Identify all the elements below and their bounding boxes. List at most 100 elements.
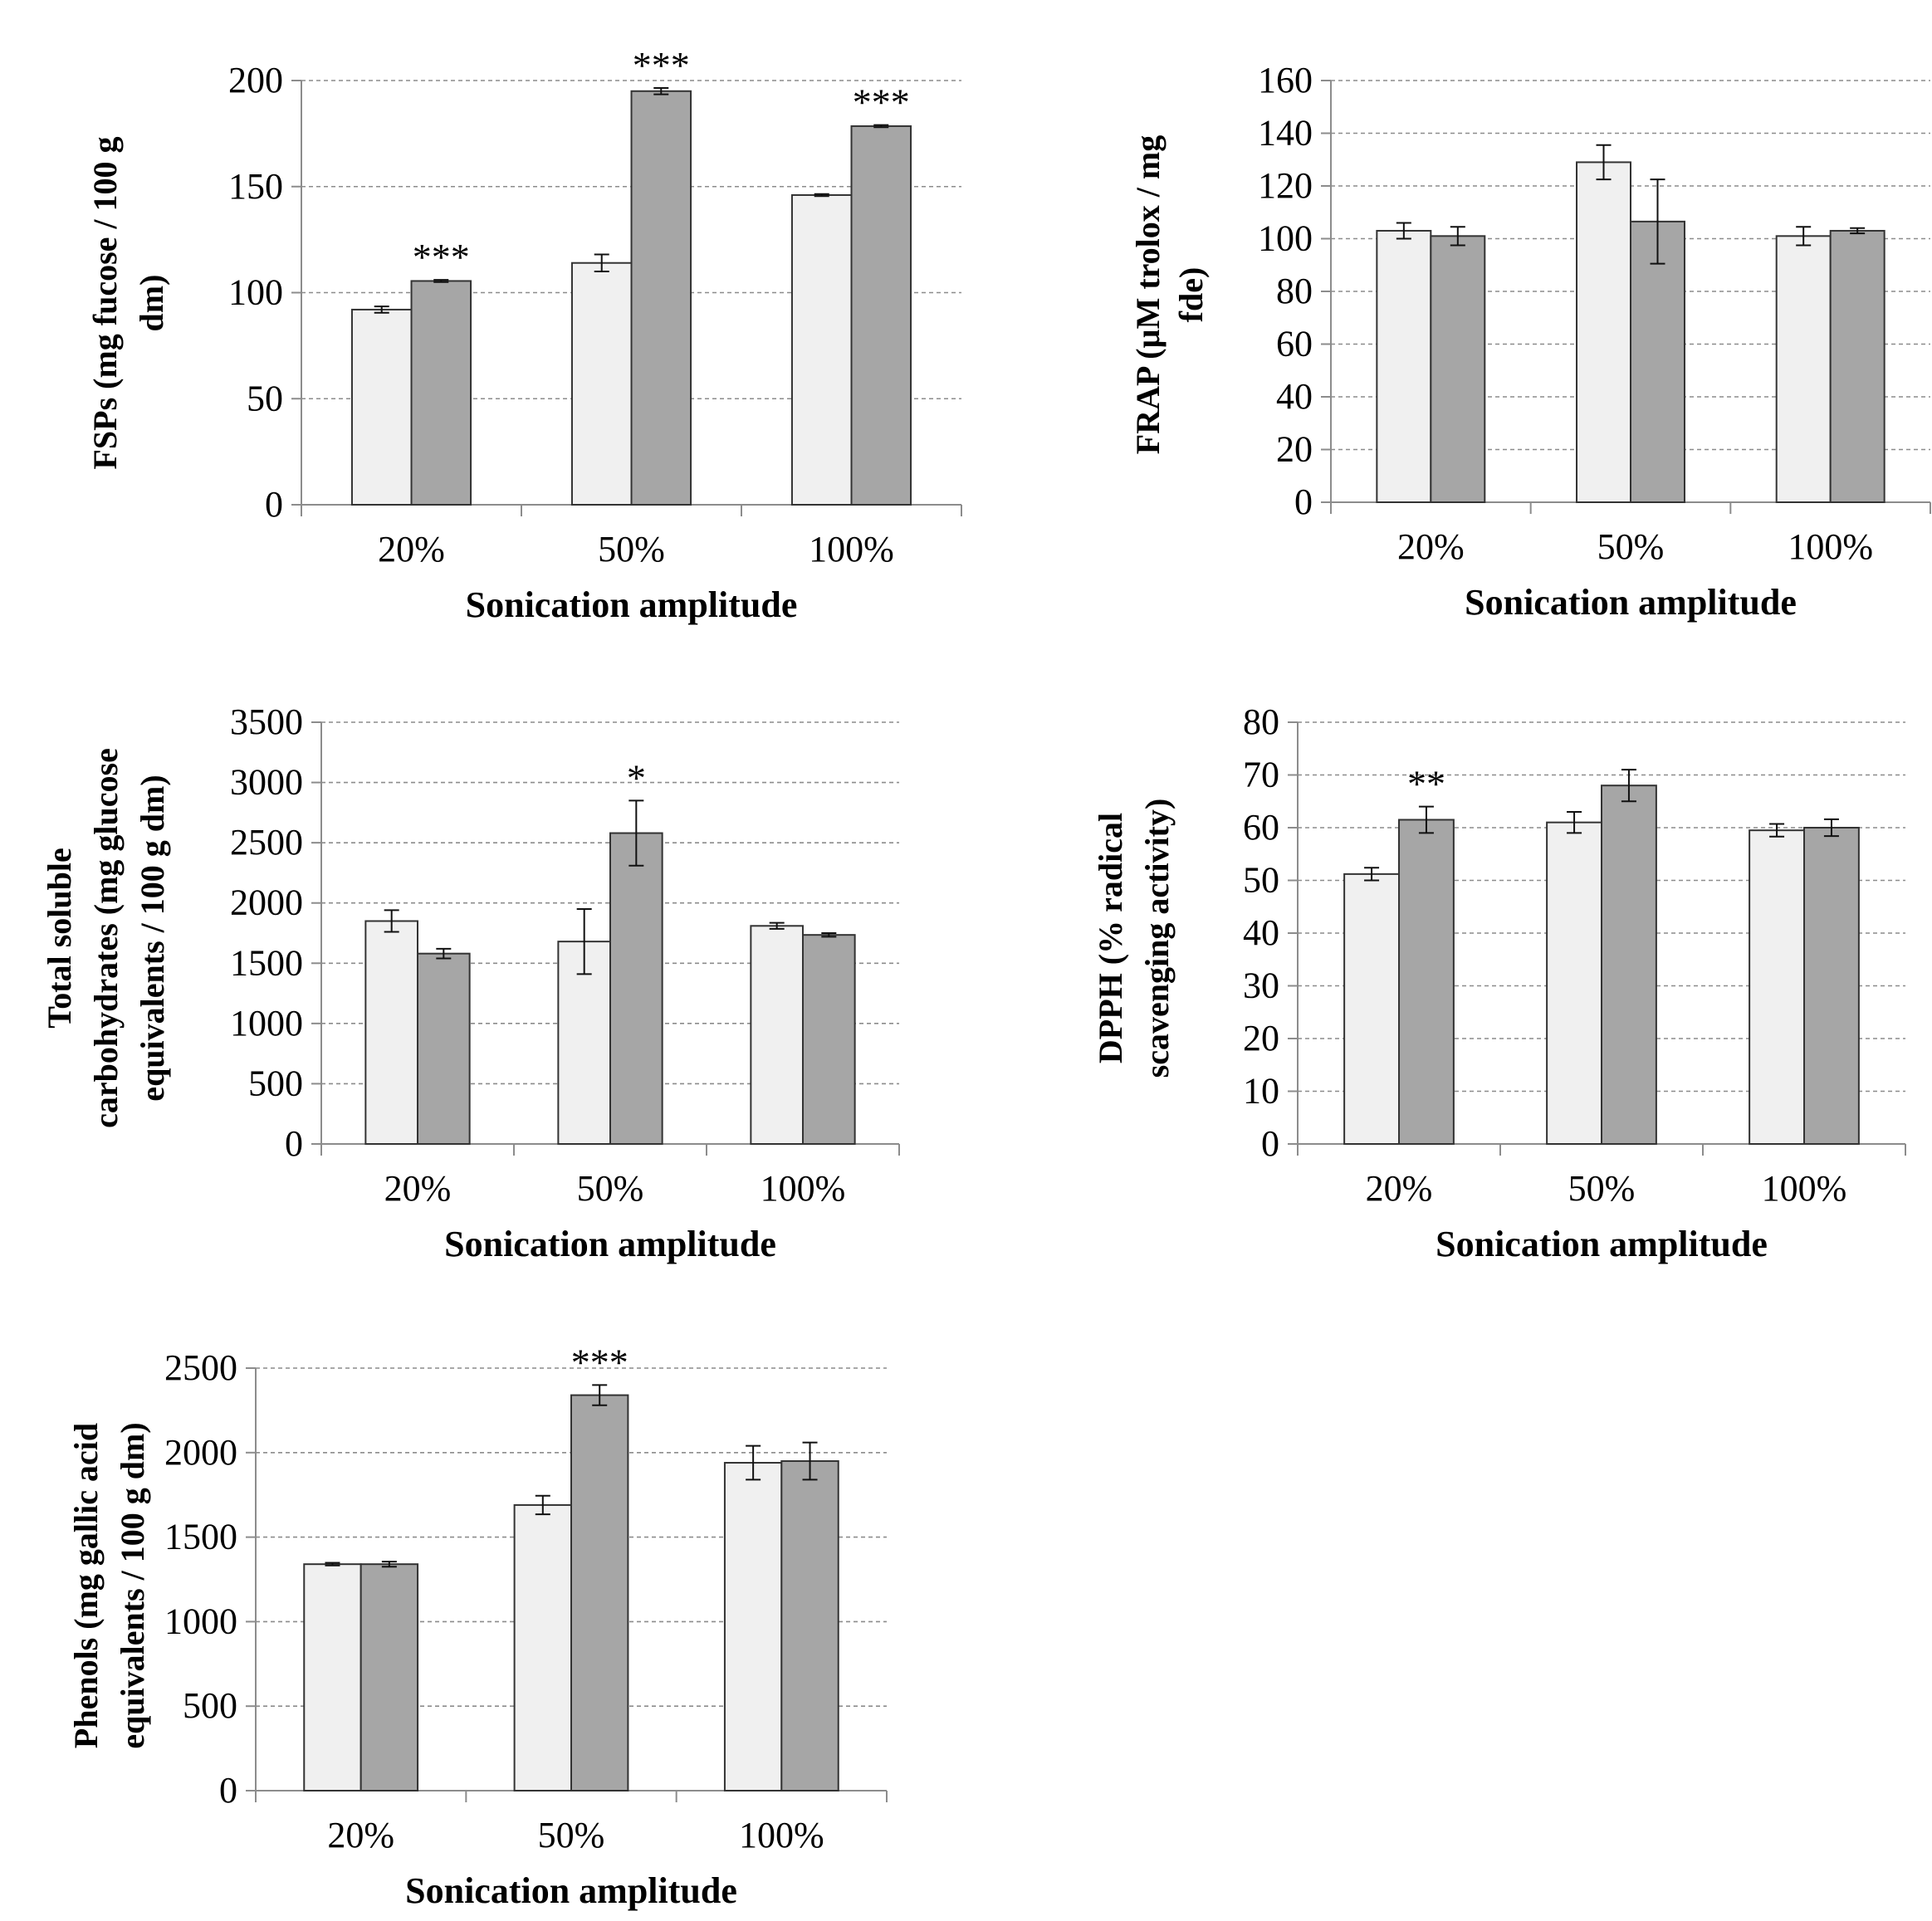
- bar-fsps-50pct-series-1: [570, 262, 633, 506]
- bar-total-soluble-carbohydrates-100pct-series-2: [802, 934, 856, 1146]
- significance-mark: ***: [413, 236, 470, 278]
- y-tick-label: 0: [285, 1123, 303, 1164]
- y-tick-label: 500: [183, 1685, 237, 1726]
- bar-fsps-100pct-series-2: [850, 125, 912, 506]
- y-tick-label: 0: [1261, 1123, 1279, 1164]
- y-axis-title-line: FSPs (mg fucose / 100 g: [86, 136, 124, 469]
- bar-total-soluble-carbohydrates-20pct-series-1: [364, 920, 418, 1145]
- y-axis-title-line: carbohydrates (mg glucose: [87, 748, 125, 1128]
- y-axis-title-line: Total soluble: [41, 848, 78, 1028]
- chart-panel-fsps: 0 50 100 150 200 20% *** 50% *** 100% *** Sonicatio…: [0, 0, 966, 643]
- y-tick-label: 500: [248, 1063, 303, 1103]
- x-axis-title: Sonication amplitude: [466, 584, 798, 625]
- significance-mark: ***: [853, 81, 910, 124]
- y-tick-label: 60: [1276, 324, 1313, 364]
- y-tick-label: 80: [1276, 271, 1313, 311]
- x-category-label: 50%: [598, 529, 665, 569]
- y-tick-label: 200: [228, 60, 283, 100]
- bar-phenols-20pct-series-1: [303, 1563, 362, 1791]
- x-category-label: 20%: [384, 1168, 452, 1209]
- y-tick-label: 100: [1258, 218, 1313, 259]
- bar-phenols-50pct-series-1: [513, 1503, 572, 1791]
- dpph-chart: 0 10 20 30 40 50 60 70 80 20% ** 50% 100% Sonication …: [1092, 701, 1906, 1264]
- x-category-label: 50%: [577, 1168, 644, 1209]
- bar-frap-20pct-series-1: [1376, 229, 1432, 503]
- x-category-label: 20%: [1366, 1168, 1433, 1209]
- x-category-label: 100%: [1788, 526, 1873, 567]
- x-category-label: 20%: [1397, 526, 1465, 567]
- frap-chart: 0 20 40 60 80 100 120 140 160 20% 50% 100% Sonicatio…: [1129, 60, 1931, 623]
- y-tick-label: 1000: [164, 1601, 237, 1641]
- y-tick-label: 150: [228, 166, 283, 207]
- chart-panel-dpph: 0 10 20 30 40 50 60 70 80 20% ** 50% 100% Sonication …: [966, 639, 1932, 1283]
- y-tick-label: 1500: [164, 1517, 237, 1557]
- bar-frap-50pct-series-1: [1576, 161, 1632, 504]
- y-axis-title-line: dm): [133, 275, 170, 332]
- y-tick-label: 20: [1243, 1018, 1279, 1058]
- bar-fsps-100pct-series-1: [790, 193, 853, 506]
- bar-total-soluble-carbohydrates-50pct-series-1: [557, 941, 611, 1145]
- y-tick-label: 140: [1258, 113, 1313, 154]
- bar-dpph-20pct-series-2: [1398, 819, 1455, 1145]
- y-tick-label: 60: [1243, 807, 1279, 848]
- y-tick-label: 70: [1243, 755, 1279, 795]
- bar-dpph-50pct-series-1: [1546, 821, 1602, 1145]
- bar-fsps-20pct-series-1: [350, 308, 413, 506]
- x-category-label: 20%: [327, 1815, 394, 1855]
- bar-dpph-50pct-series-2: [1601, 785, 1657, 1145]
- y-axis-title-line: equivalents / 100 g dm): [134, 775, 171, 1101]
- y-tick-label: 1000: [230, 1003, 303, 1044]
- bar-fsps-20pct-series-2: [410, 280, 472, 506]
- y-tick-label: 10: [1243, 1071, 1279, 1112]
- bar-total-soluble-carbohydrates-50pct-series-2: [609, 832, 663, 1145]
- bar-dpph-100pct-series-2: [1803, 827, 1860, 1145]
- bar-frap-20pct-series-2: [1430, 235, 1486, 503]
- bar-total-soluble-carbohydrates-20pct-series-2: [417, 952, 471, 1145]
- x-category-label: 100%: [739, 1815, 824, 1855]
- y-axis-title-line: Phenols (mg gallic acid: [67, 1423, 105, 1748]
- y-tick-label: 80: [1243, 701, 1279, 742]
- x-axis-title: Sonication amplitude: [1436, 1224, 1768, 1264]
- y-axis-title-line: DPPH (% radical: [1092, 813, 1129, 1063]
- significance-mark: **: [1407, 763, 1445, 805]
- y-tick-label: 50: [247, 378, 283, 418]
- bar-fsps-50pct-series-2: [630, 90, 692, 506]
- fsps-chart: 0 50 100 150 200 20% *** 50% *** 100% *** Sonicatio…: [86, 44, 962, 625]
- bar-frap-100pct-series-2: [1829, 229, 1886, 503]
- total-soluble-carbohydrates-chart: 0 500 1000 1500 2000 2500 3000 3500 20% 50% * 100% S…: [41, 701, 900, 1264]
- y-tick-label: 120: [1258, 165, 1313, 206]
- x-category-label: 100%: [761, 1168, 846, 1209]
- x-category-label: 20%: [378, 529, 445, 569]
- x-category-label: 100%: [809, 529, 894, 569]
- bar-dpph-20pct-series-1: [1343, 873, 1400, 1145]
- significance-mark: ***: [571, 1341, 629, 1383]
- significance-mark: ***: [633, 44, 690, 86]
- x-axis-title: Sonication amplitude: [1465, 582, 1797, 623]
- significance-mark: *: [627, 756, 646, 799]
- y-tick-label: 40: [1243, 912, 1279, 953]
- x-category-label: 50%: [1568, 1168, 1636, 1209]
- bar-phenols-20pct-series-2: [359, 1563, 419, 1791]
- y-tick-label: 0: [265, 484, 283, 525]
- y-axis-title-line: equivalents / 100 g dm): [114, 1422, 151, 1748]
- bar-phenols-100pct-series-1: [723, 1462, 783, 1792]
- y-tick-label: 0: [219, 1770, 237, 1811]
- y-axis-title-line: FRAP (µM trolox / mg: [1129, 135, 1167, 454]
- bar-phenols-50pct-series-2: [570, 1394, 629, 1792]
- bar-frap-50pct-series-2: [1630, 220, 1685, 503]
- x-axis-title: Sonication amplitude: [444, 1224, 776, 1264]
- y-tick-label: 2500: [164, 1347, 237, 1388]
- y-axis-title-line: scavenging activity): [1138, 799, 1176, 1078]
- y-tick-label: 1500: [230, 942, 303, 983]
- phenols-chart: 0 500 1000 1500 2000 2500 20% 50% *** 100%Sonicat…: [67, 1341, 888, 1911]
- y-tick-label: 2500: [230, 822, 303, 863]
- bar-total-soluble-carbohydrates-100pct-series-1: [750, 925, 804, 1145]
- chart-panel-frap: 0 20 40 60 80 100 120 140 160 20% 50% 100% Sonicatio…: [966, 0, 1932, 643]
- x-category-label: 100%: [1762, 1168, 1847, 1209]
- y-tick-label: 30: [1243, 965, 1279, 1006]
- chart-panel-total-soluble-carbohydrates: 0 500 1000 1500 2000 2500 3000 3500 20% 50% * 100% S…: [0, 639, 966, 1283]
- x-category-label: 50%: [1597, 526, 1665, 567]
- y-tick-label: 2000: [230, 882, 303, 923]
- y-tick-label: 40: [1276, 376, 1313, 417]
- y-tick-label: 3500: [230, 701, 303, 742]
